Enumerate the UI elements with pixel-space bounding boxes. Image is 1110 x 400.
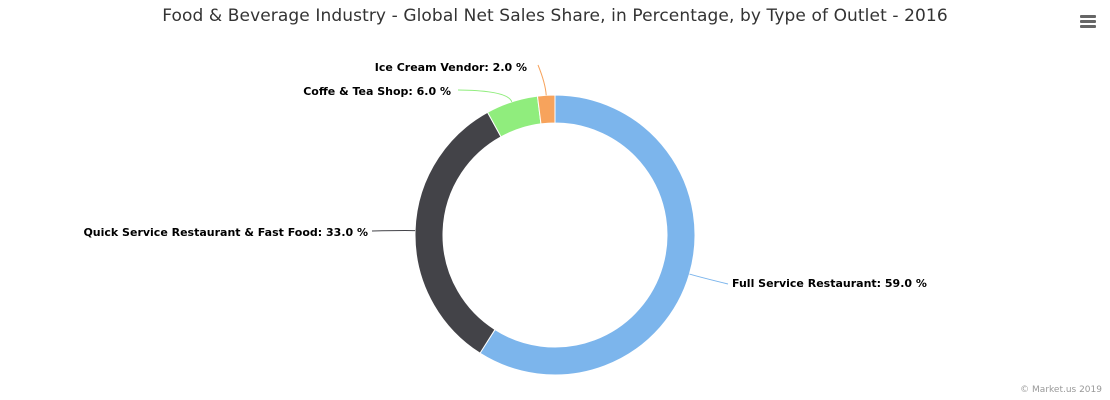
menu-bar	[1080, 15, 1096, 18]
data-label-quick-service-restaurant-fast-food: Quick Service Restaurant & Fast Food: 33…	[83, 226, 368, 239]
slice-full-service-restaurant[interactable]	[479, 94, 696, 376]
chart-title: Food & Beverage Industry - Global Net Sa…	[162, 6, 948, 26]
connector-quick-service-restaurant-fast-food	[371, 229, 416, 232]
data-label-ice-cream-vendor: Ice Cream Vendor: 2.0 %	[375, 61, 527, 74]
connector-ice-cream-vendor	[537, 64, 547, 96]
data-label-coffe-tea-shop: Coffe & Tea Shop: 6.0 %	[303, 85, 451, 98]
credits[interactable]: © Market.us 2019	[1020, 385, 1102, 395]
hamburger-menu-icon[interactable]	[1078, 12, 1100, 30]
menu-bar	[1080, 25, 1096, 28]
slice-quick-service-restaurant-fast-food[interactable]	[414, 111, 502, 354]
slice-ice-cream-vendor[interactable]	[536, 94, 556, 125]
menu-bar	[1080, 20, 1096, 23]
data-label-full-service-restaurant: Full Service Restaurant: 59.0 %	[732, 277, 927, 290]
connector-full-service-restaurant	[689, 273, 729, 285]
connector-coffe-tea-shop	[457, 89, 513, 103]
